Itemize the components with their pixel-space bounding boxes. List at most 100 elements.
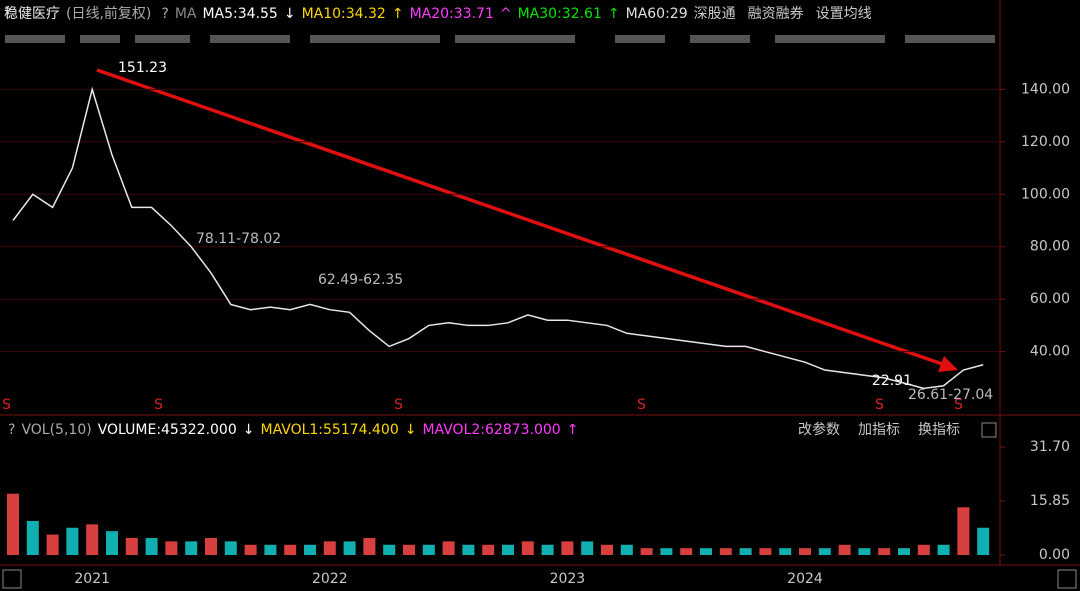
volume-bar bbox=[145, 537, 158, 555]
volume-bar bbox=[779, 548, 792, 555]
x-tick-label: 2021 bbox=[74, 571, 110, 587]
x-tick-label: 2024 bbox=[787, 571, 823, 587]
volume-bar bbox=[601, 544, 613, 555]
panel-button[interactable]: 换指标 bbox=[918, 421, 960, 438]
volume-bar bbox=[878, 548, 891, 555]
volume-bar bbox=[403, 544, 415, 555]
trend-arrow bbox=[96, 68, 949, 368]
toolbar-item[interactable]: 深股通 bbox=[694, 6, 736, 22]
price-annotation: 151.23 bbox=[118, 60, 167, 76]
volume-bar bbox=[759, 548, 772, 555]
help-button[interactable]: ? bbox=[4, 6, 11, 22]
volume-bar bbox=[244, 544, 257, 555]
price-annotation: 78.11-78.02 bbox=[196, 231, 281, 247]
volume-bar bbox=[86, 524, 99, 555]
indicator-arrow: ↓ bbox=[284, 6, 296, 22]
y-tick-label: 120.00 bbox=[1021, 134, 1070, 150]
volume-bar bbox=[66, 527, 79, 555]
volume-bar bbox=[106, 531, 118, 555]
indicator-arrow: ↑ bbox=[608, 6, 620, 22]
y-tick-label: 80.00 bbox=[1030, 239, 1070, 255]
indicator-value: MA30:32.61 bbox=[518, 6, 602, 22]
y-tick-label: 60.00 bbox=[1030, 291, 1070, 307]
price-annotation: 62.49-62.35 bbox=[318, 272, 403, 288]
price-annotation: 26.61-27.04 bbox=[908, 387, 993, 403]
volume-bar bbox=[581, 541, 594, 555]
ma-label: MA bbox=[175, 6, 197, 22]
help-button[interactable]: ? bbox=[8, 422, 15, 438]
indicator-value: MAVOL1:55174.400 bbox=[260, 422, 398, 438]
toolbar-item[interactable]: 融资融券 bbox=[748, 6, 804, 22]
volume-bar bbox=[680, 548, 693, 555]
svg-text:S: S bbox=[394, 397, 403, 413]
volume-bar bbox=[363, 537, 376, 555]
y-tick-label: 15.85 bbox=[1030, 493, 1070, 509]
x-tick-label: 2022 bbox=[312, 571, 348, 587]
trend-arrowhead bbox=[938, 356, 958, 372]
price-annotation: 22.91 bbox=[872, 373, 912, 389]
indicator-value: MAVOL2:62873.000 bbox=[422, 422, 560, 438]
volume-bar bbox=[917, 544, 930, 555]
volume-bar bbox=[957, 507, 970, 555]
indicator-value: MA60:29 bbox=[626, 6, 688, 22]
volume-bar bbox=[700, 548, 712, 555]
volume-bar bbox=[442, 541, 455, 555]
volume-bar bbox=[521, 541, 534, 555]
svg-text:S: S bbox=[954, 397, 963, 413]
svg-text:S: S bbox=[2, 397, 11, 413]
scroll-right[interactable] bbox=[1057, 569, 1077, 589]
volume-bar bbox=[264, 544, 277, 555]
volume-bar bbox=[937, 544, 950, 555]
volume-bar bbox=[125, 537, 138, 555]
volume-bar bbox=[541, 544, 554, 555]
indicator-arrow: ↑ bbox=[567, 422, 579, 438]
indicator-value: MA20:33.71 bbox=[410, 6, 494, 22]
stock-name: 稳健医疗 bbox=[4, 6, 60, 22]
volume-bar bbox=[422, 544, 435, 555]
volume-bar bbox=[7, 493, 19, 555]
y-tick-label: 100.00 bbox=[1021, 186, 1070, 202]
indicator-value: VOLUME:45322.000 bbox=[98, 422, 237, 438]
volume-bar bbox=[838, 544, 851, 555]
indicator-arrow: ↓ bbox=[243, 422, 255, 438]
x-tick-label: 2023 bbox=[550, 571, 586, 587]
help-button[interactable]: ? bbox=[161, 6, 168, 22]
volume-bar bbox=[502, 544, 514, 555]
volume-bar bbox=[165, 541, 178, 555]
volume-bar bbox=[323, 541, 336, 555]
y-tick-label: 140.00 bbox=[1021, 81, 1070, 97]
volume-bar bbox=[620, 544, 633, 555]
volume-bar bbox=[224, 541, 237, 555]
indicator-title: VOL(5,10) bbox=[21, 422, 91, 438]
volume-bar bbox=[284, 544, 297, 555]
panel-button[interactable]: 改参数 bbox=[798, 421, 840, 438]
volume-bar bbox=[383, 544, 396, 555]
volume-bar bbox=[858, 548, 871, 555]
scroll-left[interactable] bbox=[2, 569, 22, 589]
volume-bar bbox=[26, 520, 39, 555]
indicator-value: MA5:34.55 bbox=[202, 6, 277, 22]
panel-button[interactable]: 加指标 bbox=[858, 422, 900, 438]
volume-bar bbox=[561, 541, 574, 555]
y-tick-label: 31.70 bbox=[1030, 439, 1070, 455]
indicator-arrow: ↓ bbox=[405, 422, 417, 438]
svg-text:S: S bbox=[875, 397, 884, 413]
volume-bar bbox=[304, 544, 316, 555]
volume-bar bbox=[185, 541, 198, 555]
y-tick-label: 0.00 bbox=[1039, 547, 1070, 563]
price-line bbox=[12, 86, 984, 390]
volume-bar bbox=[977, 527, 990, 555]
volume-bar bbox=[640, 548, 653, 555]
indicator-arrow: ↑ bbox=[392, 6, 404, 22]
svg-text:S: S bbox=[154, 397, 163, 413]
svg-text:S: S bbox=[637, 397, 646, 413]
volume-bar bbox=[739, 548, 752, 555]
volume-bar bbox=[462, 544, 475, 555]
toolbar-item[interactable]: 设置均线 bbox=[816, 6, 872, 22]
y-tick-label: 40.00 bbox=[1030, 344, 1070, 360]
close-button[interactable] bbox=[981, 422, 997, 438]
volume-bar bbox=[343, 541, 356, 555]
